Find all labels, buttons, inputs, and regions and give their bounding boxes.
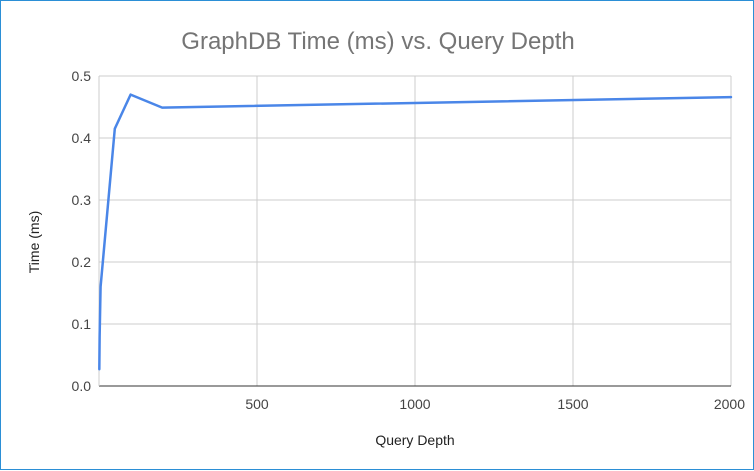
y-tick-label: 0.5 [72, 68, 92, 84]
x-tick-label: 1500 [557, 396, 588, 412]
tick-labels: 0.0 0.1 0.2 0.3 0.4 0.5 500 1000 1500 2000 [72, 68, 746, 412]
x-tick-label: 1000 [399, 396, 430, 412]
x-axis-label: Query Depth [375, 432, 454, 448]
y-tick-label: 0.3 [72, 192, 92, 208]
y-tick-label: 0.2 [72, 254, 92, 270]
x-tick-label: 2000 [714, 396, 745, 412]
x-tick-label: 500 [245, 396, 269, 412]
y-axis-label: Time (ms) [26, 211, 42, 273]
y-tick-label: 0.1 [72, 316, 92, 332]
gridlines [99, 76, 731, 386]
chart-title: GraphDB Time (ms) vs. Query Depth [181, 28, 574, 55]
y-tick-label: 0.4 [72, 130, 92, 146]
y-tick-label: 0.0 [72, 378, 92, 394]
